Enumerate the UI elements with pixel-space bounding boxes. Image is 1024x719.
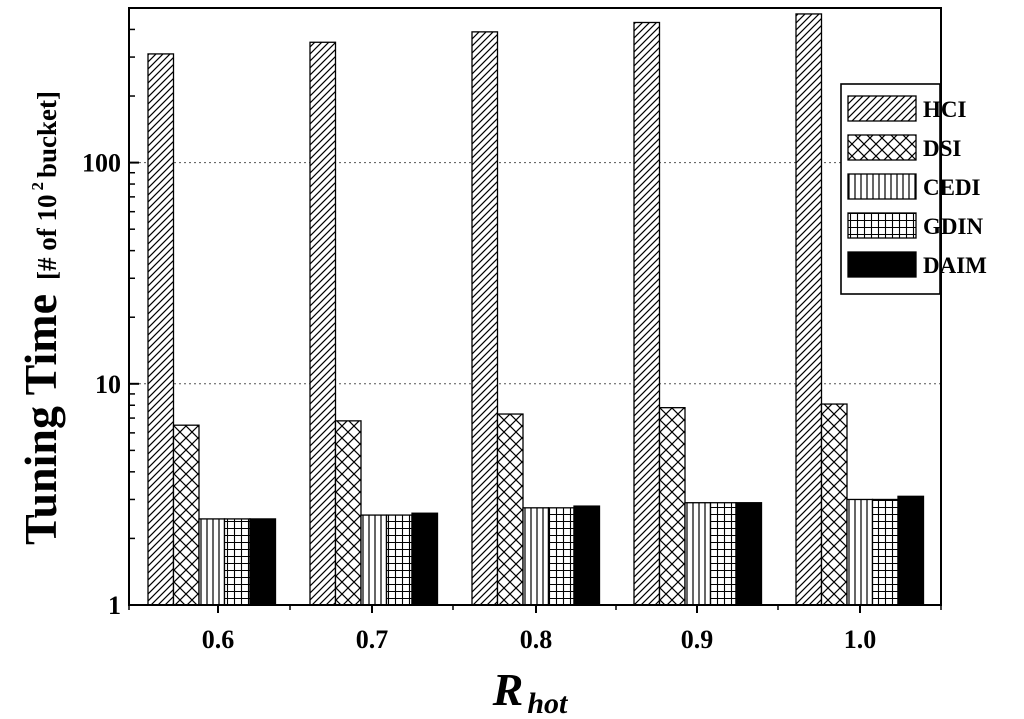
y-axis-title-unit-end: bucket]: [32, 91, 62, 178]
y-tick-label-100: 100: [82, 149, 121, 178]
bar-dsi-0.6: [172, 424, 200, 606]
y-axis-title-main: Tuning Time: [15, 294, 66, 545]
bar-hci-0.8: [471, 31, 499, 606]
bar-daim-0.8: [573, 505, 601, 606]
bars: [147, 13, 925, 606]
bar-gdin-0.9: [709, 502, 737, 606]
legend-label-hci: HCI: [923, 97, 967, 122]
x-tick-label-1.0: 1.0: [844, 625, 877, 654]
bar-dsi-0.9: [658, 407, 686, 606]
legend-swatch-gdin: [847, 212, 917, 239]
axes: 1 10 100 0.6 0.7 0.8 0.9 1.0: [82, 7, 942, 654]
bar-dsi-0.8: [496, 413, 524, 606]
bar-hci-0.6: [147, 53, 175, 606]
x-tick-label-0.6: 0.6: [202, 625, 235, 654]
legend-swatch-hci: [847, 95, 917, 122]
x-tick-label-0.9: 0.9: [681, 625, 714, 654]
legend-label-daim: DAIM: [923, 253, 987, 278]
bar-daim-0.9: [735, 502, 763, 606]
bar-daim-0.7: [411, 512, 439, 606]
legend-swatch-dsi: [847, 134, 917, 161]
bar-daim-0.6: [249, 518, 277, 606]
bar-cedi-0.9: [684, 502, 712, 606]
x-axis-title-sub: hot: [527, 687, 569, 719]
y-tick-label-1: 1: [108, 591, 121, 620]
legend: HCI DSI CEDI GDIN DAIM: [840, 83, 987, 295]
bar-dsi-1.0: [820, 403, 848, 606]
y-axis-title-unit: [# of 10: [32, 194, 62, 279]
legend-swatch-daim: [847, 251, 917, 278]
legend-swatch-cedi: [847, 173, 917, 200]
bar-gdin-0.7: [385, 514, 413, 606]
x-tick-label-0.8: 0.8: [520, 625, 553, 654]
y-axis-title: Tuning Time [# of 10 2 bucket]: [15, 91, 66, 545]
legend-label-cedi: CEDI: [923, 175, 981, 200]
x-axis-title: R hot: [492, 664, 569, 719]
bar-cedi-1.0: [846, 498, 874, 606]
legend-label-gdin: GDIN: [923, 214, 983, 239]
bar-daim-1.0: [897, 495, 925, 606]
bar-gdin-0.8: [547, 507, 575, 606]
bar-gdin-1.0: [871, 498, 899, 606]
bar-cedi-0.6: [198, 518, 226, 606]
x-axis-title-main: R: [492, 664, 524, 715]
y-axis-title-sup: 2: [28, 182, 47, 191]
bar-hci-0.7: [309, 41, 337, 606]
bar-dsi-0.7: [334, 420, 362, 606]
x-tick-label-0.7: 0.7: [356, 625, 389, 654]
bar-hci-1.0: [795, 13, 823, 606]
bar-cedi-0.8: [522, 507, 550, 606]
legend-label-dsi: DSI: [923, 136, 961, 161]
bar-hci-0.9: [633, 21, 661, 606]
bar-cedi-0.7: [360, 514, 388, 606]
y-tick-label-10: 10: [95, 370, 121, 399]
bar-gdin-0.6: [223, 518, 251, 606]
